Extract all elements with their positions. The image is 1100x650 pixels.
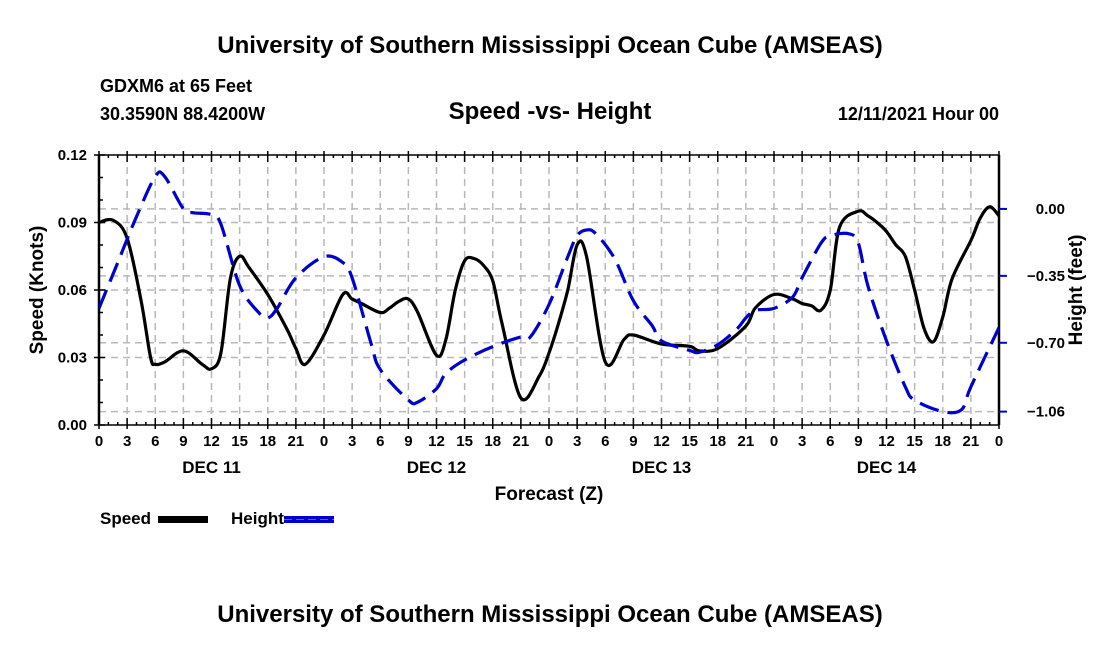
y-tick-label: 0.03 bbox=[58, 350, 87, 367]
x-tick-label: 6 bbox=[601, 433, 609, 450]
y2-tick-label: −0.70 bbox=[1027, 335, 1065, 352]
x-tick-label: 0 bbox=[995, 433, 1003, 450]
legend-height-swatch bbox=[283, 516, 334, 524]
x-tick-label: 18 bbox=[484, 433, 501, 450]
x-tick-label: 12 bbox=[203, 433, 220, 450]
x-tick-label: 15 bbox=[906, 433, 923, 450]
y2-tick-label: −0.35 bbox=[1027, 268, 1065, 285]
x-tick-label: 18 bbox=[259, 433, 276, 450]
x-axis-title: Forecast (Z) bbox=[495, 484, 604, 505]
y-axis-title: Speed (Knots) bbox=[27, 226, 48, 355]
x-tick-label: 15 bbox=[681, 433, 698, 450]
speed-height-chart: 0 3 6 9 12 15 18 21 0 3 6 9 12 15 18 21 0 3 6 9 12 15 18 21 0 3 6 9… bbox=[27, 147, 1087, 505]
forecast-date-label: 12/11/2021 Hour 00 bbox=[837, 104, 999, 124]
x-tick-label: 15 bbox=[456, 433, 473, 450]
series-line-speed bbox=[99, 205, 999, 402]
x-tick-label: 21 bbox=[513, 433, 530, 450]
x-tick-label: 6 bbox=[826, 433, 834, 450]
x-tick-label: 12 bbox=[428, 433, 445, 450]
axis-labels: 0 3 6 9 12 15 18 21 0 3 6 9 12 15 18 21 0 3 6 9 12 15 18 21 0 3 6 9… bbox=[27, 147, 1087, 505]
x-tick-label: 9 bbox=[179, 433, 187, 450]
series-line-height bbox=[99, 170, 999, 415]
x-tick-label: 9 bbox=[854, 433, 862, 450]
x-tick-label: 3 bbox=[798, 433, 806, 450]
x-tick-label: 0 bbox=[545, 433, 553, 450]
x-tick-label: 6 bbox=[151, 433, 159, 450]
x-tick-label: 12 bbox=[653, 433, 670, 450]
x-tick-label: 3 bbox=[123, 433, 131, 450]
series-layer bbox=[99, 170, 999, 415]
legend-speed-label: Speed bbox=[100, 509, 152, 528]
x-tick-label: 0 bbox=[770, 433, 778, 450]
bottom-title: University of Southern Mississippi Ocean… bbox=[217, 601, 883, 628]
legend-height-label: Height bbox=[231, 509, 284, 528]
chart-title: Speed -vs- Height bbox=[448, 98, 652, 125]
grid-lines bbox=[99, 155, 999, 425]
x-tick-label: 3 bbox=[573, 433, 581, 450]
axes bbox=[94, 151, 1007, 429]
legend-height: Height bbox=[231, 509, 334, 529]
station-label: GDXM6 at 65 Feet bbox=[100, 76, 253, 96]
x-tick-label: 9 bbox=[404, 433, 412, 450]
day-label: DEC 14 bbox=[857, 458, 917, 477]
y-tick-label: 0.06 bbox=[58, 282, 87, 299]
x-tick-label: 15 bbox=[231, 433, 248, 450]
x-tick-label: 9 bbox=[629, 433, 637, 450]
legend-speed-swatch bbox=[157, 516, 208, 524]
legend-speed: Speed bbox=[100, 509, 208, 529]
x-tick-label: 0 bbox=[320, 433, 328, 450]
day-label: DEC 12 bbox=[407, 458, 467, 477]
coordinates-label: 30.3590N 88.4200W bbox=[100, 104, 266, 124]
y2-tick-label: −1.06 bbox=[1027, 404, 1065, 421]
y2-tick-label: 0.00 bbox=[1036, 201, 1065, 218]
x-tick-label: 21 bbox=[738, 433, 755, 450]
top-title: University of Southern Mississippi Ocean… bbox=[217, 32, 883, 59]
x-tick-label: 21 bbox=[288, 433, 305, 450]
x-tick-label: 18 bbox=[934, 433, 951, 450]
y-tick-label: 0.09 bbox=[58, 215, 87, 232]
y-tick-label: 0.12 bbox=[58, 147, 87, 164]
y-tick-label: 0.00 bbox=[58, 417, 87, 434]
x-tick-label: 12 bbox=[878, 433, 895, 450]
x-tick-label: 18 bbox=[709, 433, 726, 450]
day-label: DEC 11 bbox=[182, 458, 241, 477]
x-tick-label: 6 bbox=[376, 433, 384, 450]
x-tick-label: 3 bbox=[348, 433, 356, 450]
x-tick-label: 21 bbox=[963, 433, 980, 450]
y2-axis-title: Height (feet) bbox=[1066, 235, 1087, 346]
day-label: DEC 13 bbox=[632, 458, 692, 477]
x-tick-label: 0 bbox=[95, 433, 103, 450]
